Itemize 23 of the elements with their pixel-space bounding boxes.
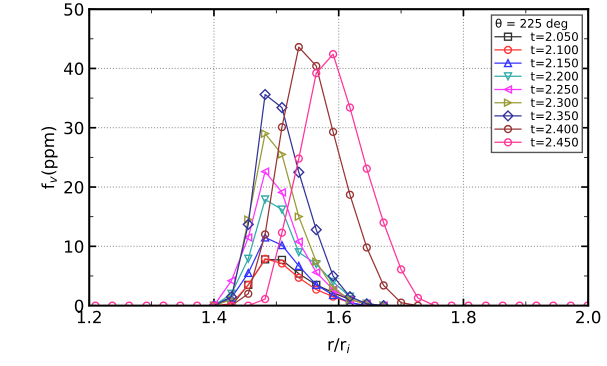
x-tick-label: 1.8 <box>452 310 476 324</box>
legend-label: t=2.200 <box>530 72 578 81</box>
x-axis-title: r/r$_{i}$ <box>328 338 350 354</box>
legend-label: t=2.300 <box>530 98 578 108</box>
x-tick-label: 1.4 <box>202 310 226 324</box>
y-axis-title: f$_{v}$(ppm) <box>41 126 58 189</box>
y-tick-label: 50 <box>64 3 84 16</box>
legend-label: t=2.400 <box>530 124 578 134</box>
y-tick-label: 0 <box>74 300 84 312</box>
y-tick-label: 30 <box>64 122 84 134</box>
legend-label: t=2.250 <box>530 84 578 94</box>
legend-label: t=2.350 <box>530 111 578 120</box>
x-tick-label: 1.2 <box>78 310 101 324</box>
x-tick-label: 1.6 <box>327 310 351 324</box>
y-tick-label: 40 <box>64 62 84 76</box>
legend-label: t=2.150 <box>530 58 578 68</box>
x-tick-label: 2.0 <box>576 310 600 324</box>
y-tick-label: 20 <box>64 180 84 194</box>
legend-label: t=2.050 <box>530 32 578 42</box>
legend-label: t=2.450 <box>530 138 578 147</box>
y-tick-label: 10 <box>64 240 84 253</box>
legend-label: t=2.100 <box>530 45 578 54</box>
legend-title: θ = 225 deg <box>496 18 568 30</box>
